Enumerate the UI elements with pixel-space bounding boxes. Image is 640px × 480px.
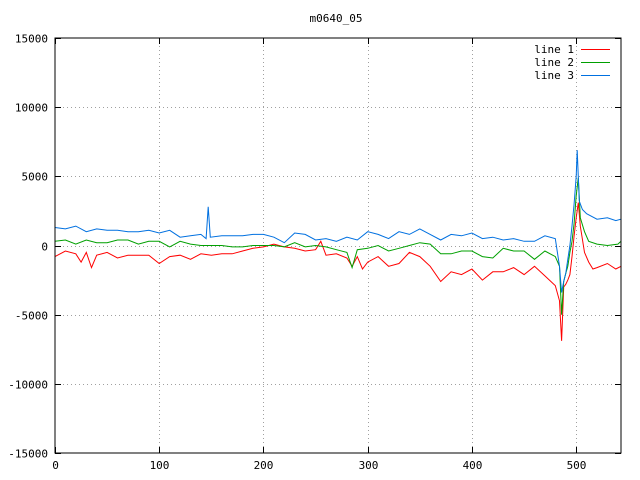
series-lines (54, 150, 622, 341)
x-tick-label: 100 (150, 459, 170, 472)
x-tick-label: 0 (52, 459, 59, 472)
x-tick-label: 200 (254, 459, 274, 472)
series-line (54, 202, 622, 341)
axis-ticks: 0 100 200 300 400 500 -15000 -10000 -5000 0 5000 10… (8, 33, 621, 472)
plot-frame (54, 37, 622, 454)
y-tick-label: 5000 (22, 171, 49, 184)
legend-label: line 1 (534, 43, 574, 56)
y-tick-label: -5000 (15, 310, 48, 323)
y-tick-label: 10000 (15, 102, 48, 115)
chart-title: m0640_05 (310, 12, 363, 25)
legend-label: line 2 (534, 56, 574, 69)
y-tick-label: 0 (41, 241, 48, 254)
y-tick-label: -10000 (8, 379, 48, 392)
x-tick-label: 400 (463, 459, 483, 472)
y-tick-label: -15000 (8, 448, 48, 461)
series-line (54, 150, 622, 293)
y-tick-label: 15000 (15, 33, 48, 46)
series-line (54, 177, 622, 315)
legend-label: line 3 (534, 69, 574, 82)
x-tick-label: 500 (567, 459, 587, 472)
grid-lines (55, 38, 621, 453)
x-tick-label: 300 (359, 459, 379, 472)
